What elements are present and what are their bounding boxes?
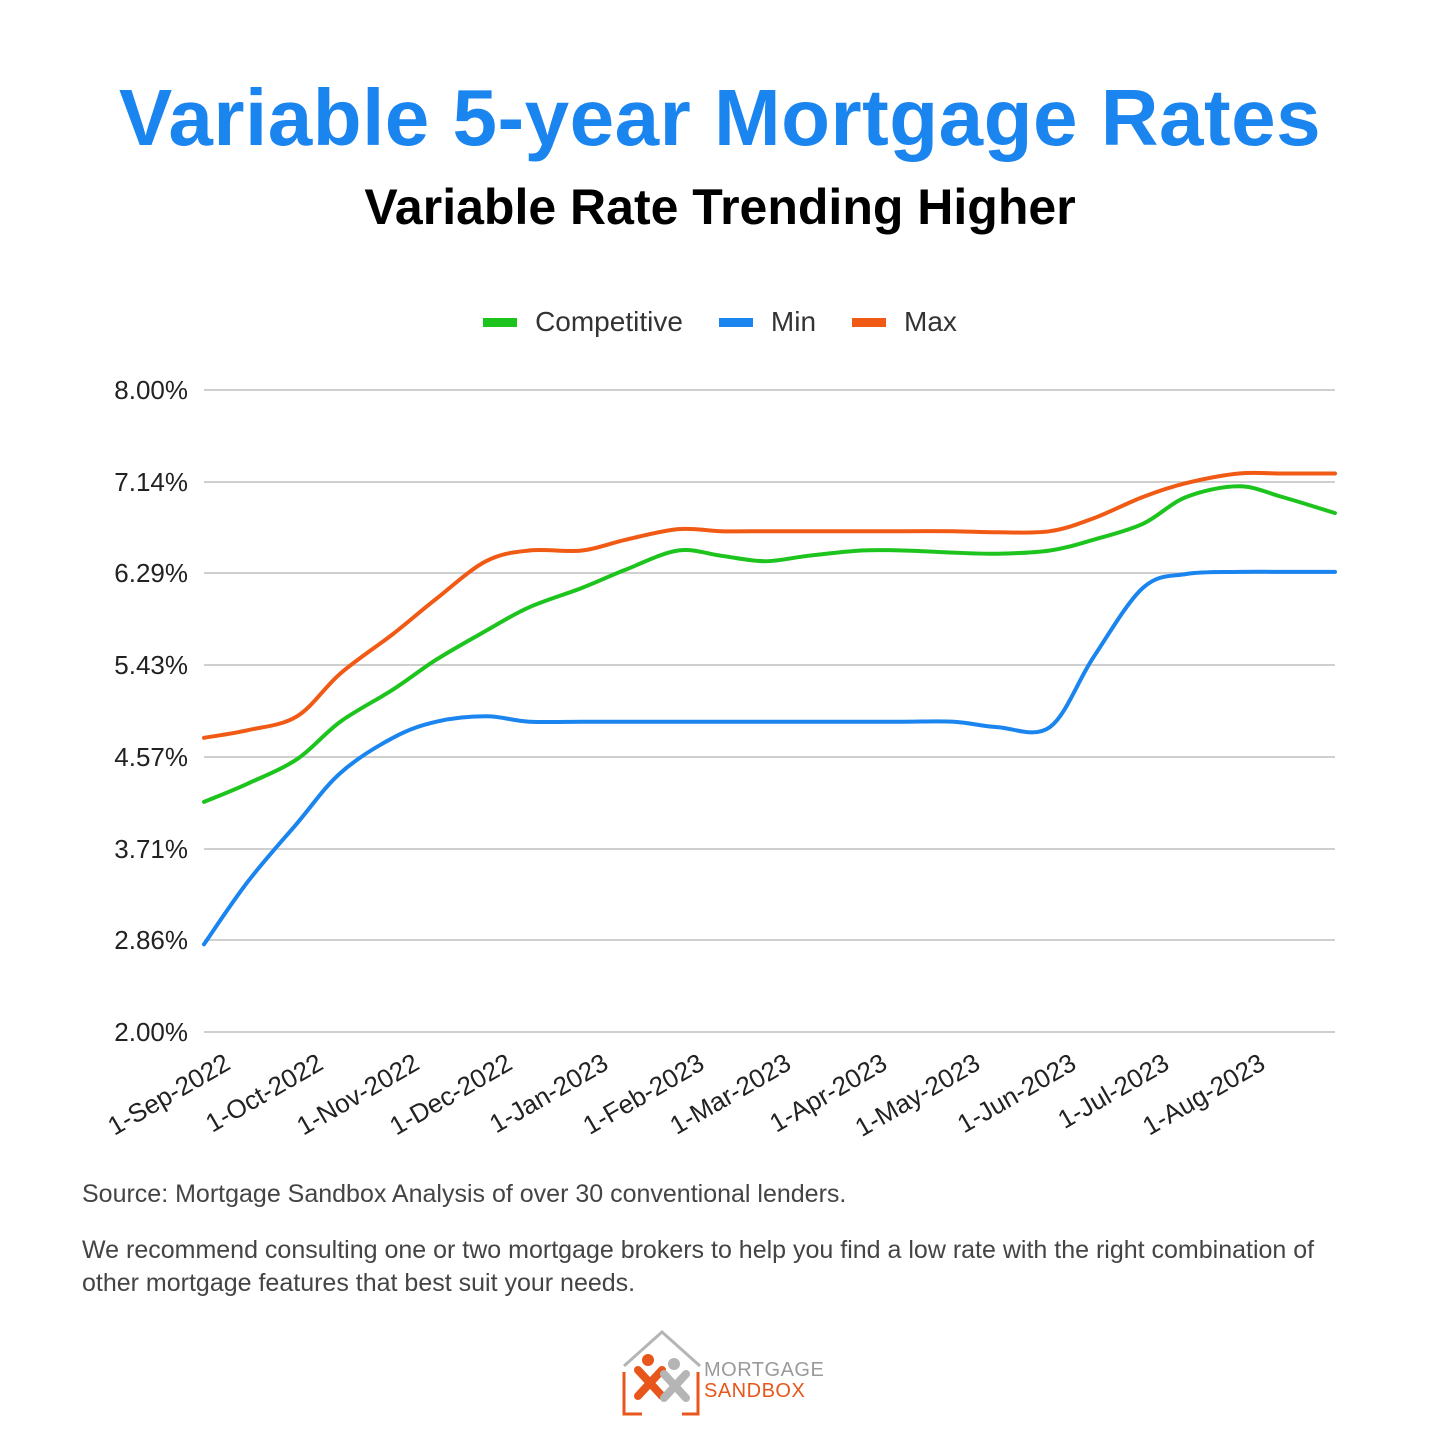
page-title: Variable 5-year Mortgage Rates [118, 73, 1322, 162]
y-tick-label: 2.00% [114, 1017, 188, 1047]
legend-item-max: Max [852, 306, 957, 338]
legend-label-max: Max [904, 306, 957, 337]
y-tick-label: 5.43% [114, 650, 188, 680]
y-tick-label: 7.14% [114, 467, 188, 497]
logo-wordmark: MORTGAGE SANDBOX [704, 1360, 824, 1402]
line-chart: 8.00% 7.14% 6.29% 5.43% 4.57% 3.71% 2.86% 2.00%… [102, 375, 1337, 1143]
legend-label-competitive: Competitive [535, 306, 683, 337]
y-tick-label: 4.57% [114, 742, 188, 772]
legend-item-min: Min [718, 306, 817, 338]
series-line-max [202, 470, 1337, 740]
series-line-min [202, 569, 1337, 947]
logo-text-sandbox: SANDBOX [704, 1380, 806, 1402]
legend-swatch-max [852, 317, 887, 327]
legend-item-competitive: Competitive [483, 306, 683, 338]
y-tick-label: 3.71% [114, 834, 188, 864]
y-tick-label: 2.86% [114, 925, 188, 955]
y-tick-label: 6.29% [114, 558, 188, 588]
series-line-competitive [202, 484, 1337, 804]
legend-swatch-competitive [483, 317, 518, 327]
source-note: Source: Mortgage Sandbox Analysis of ove… [82, 1180, 847, 1208]
recommendation-note: We recommend consulting one or two mortg… [82, 1236, 1315, 1297]
mortgage-sandbox-logo: MORTGAGE SANDBOX [622, 1326, 824, 1421]
house-icon [622, 1329, 702, 1416]
legend-label-min: Min [770, 306, 817, 337]
logo-text-mortgage: MORTGAGE [704, 1359, 825, 1381]
legend-swatch-min [718, 317, 753, 327]
page-subtitle: Variable Rate Trending Higher [364, 179, 1076, 235]
chart-legend: Competitive Min Max [0, 306, 1440, 338]
y-tick-label: 8.00% [114, 375, 188, 405]
